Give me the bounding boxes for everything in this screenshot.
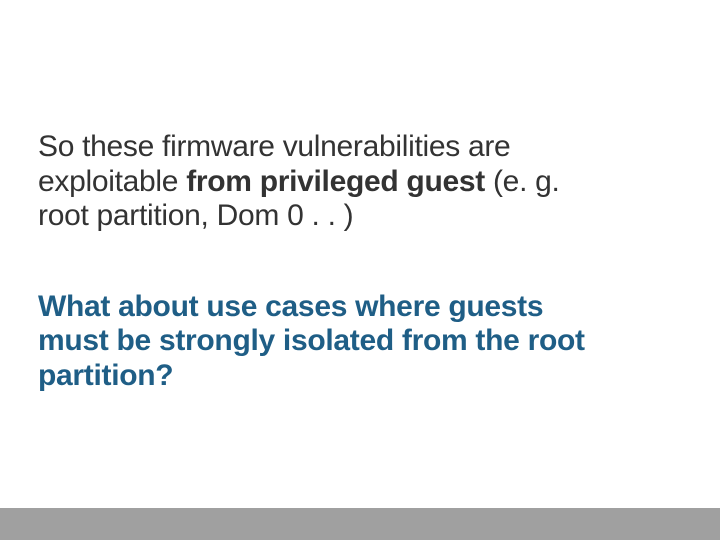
slide: So these firmware vulnerabilities are ex…	[0, 0, 720, 540]
slide-content: So these firmware vulnerabilities are ex…	[38, 130, 598, 393]
paragraph-1: So these firmware vulnerabilities are ex…	[38, 130, 598, 234]
footer-bar	[0, 508, 720, 540]
para1-bold: from privileged guest	[186, 165, 485, 198]
paragraph-2: What about use cases where guests must b…	[38, 290, 598, 394]
